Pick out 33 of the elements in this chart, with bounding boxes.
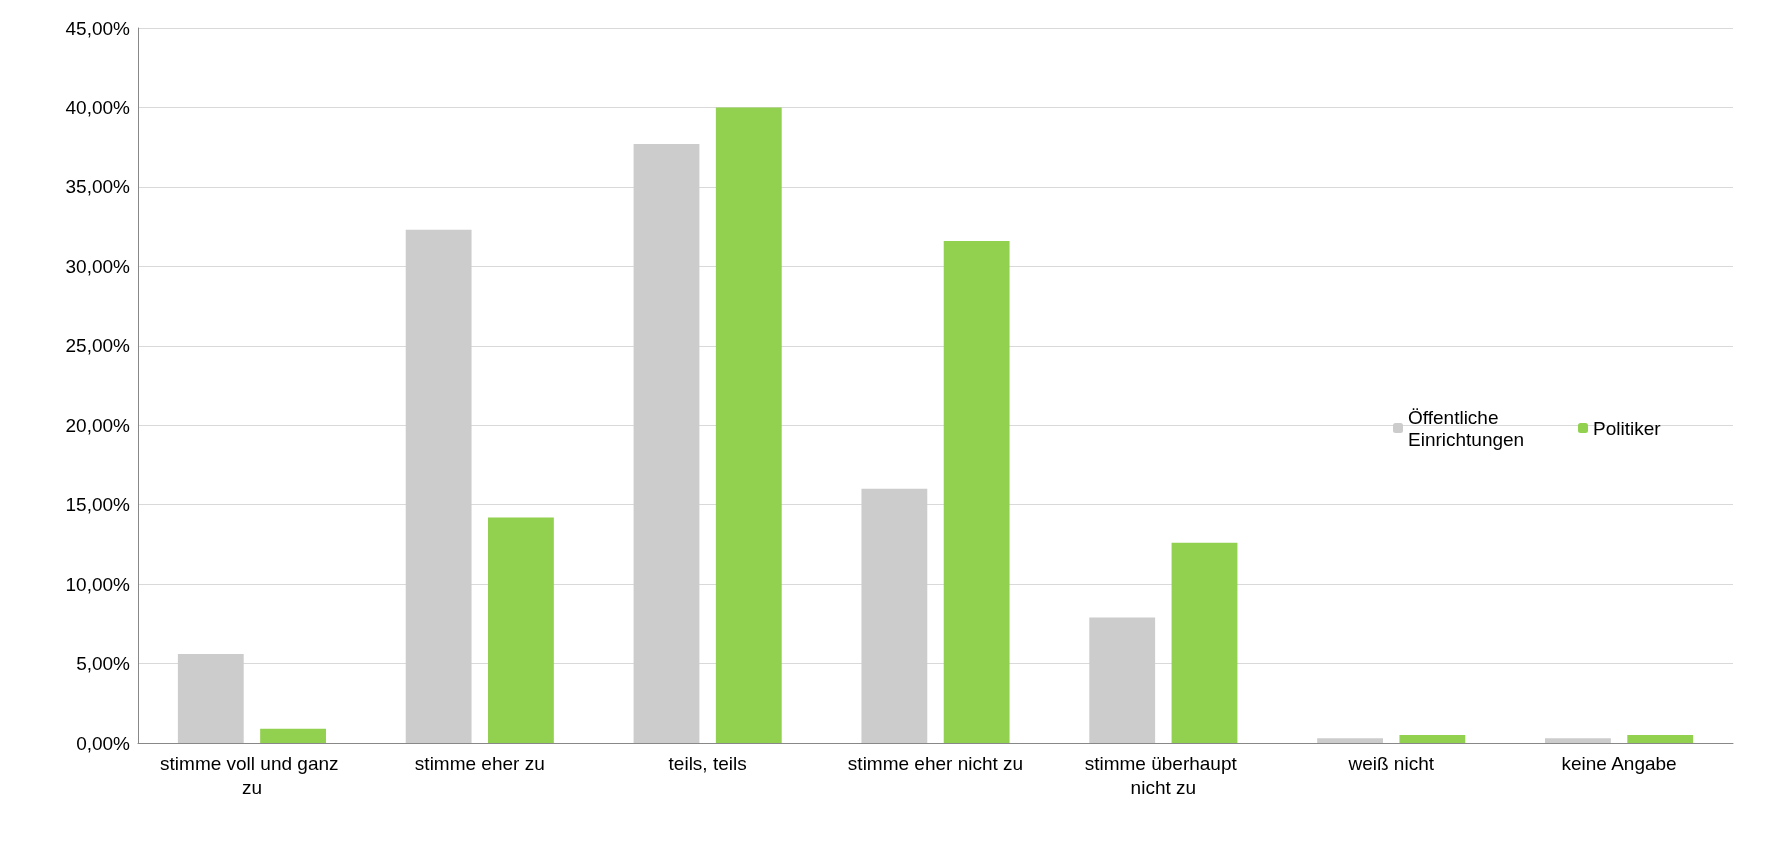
x-tick-label: stimme überhaupt nicht zu xyxy=(1084,752,1243,798)
x-tick-label: keine Angabe xyxy=(1561,752,1677,774)
bar xyxy=(1317,738,1383,743)
y-tick-label: 0,00% xyxy=(76,732,131,754)
x-tick-label: teils, teils xyxy=(668,752,747,774)
legend-label: Öffentliche Einrichtungen xyxy=(1408,406,1525,450)
y-tick-label: 15,00% xyxy=(65,494,131,516)
y-tick-label: 30,00% xyxy=(65,255,131,277)
bar xyxy=(1089,617,1156,743)
x-tick-label: stimme voll und ganz zu xyxy=(160,752,344,798)
bar xyxy=(1399,735,1466,743)
bar xyxy=(1627,735,1694,743)
bar xyxy=(715,107,782,743)
bar xyxy=(861,488,928,743)
bar xyxy=(405,229,472,743)
bar xyxy=(177,654,244,743)
y-tick-label: 45,00% xyxy=(65,17,131,39)
bar xyxy=(260,728,326,743)
bar xyxy=(488,517,554,743)
x-tick-label: stimme eher nicht zu xyxy=(847,752,1024,774)
x-tick-label: stimme eher zu xyxy=(414,752,545,774)
x-tick-label: weiß nicht xyxy=(1347,752,1435,774)
legend-label: Politiker xyxy=(1593,417,1662,439)
bar xyxy=(1545,738,1611,743)
y-tick-label: 20,00% xyxy=(65,414,131,436)
bar xyxy=(943,240,1010,743)
bar xyxy=(633,143,700,743)
y-tick-label: 25,00% xyxy=(65,335,131,357)
y-tick-label: 10,00% xyxy=(65,573,131,595)
bar xyxy=(1171,542,1238,743)
y-tick-label: 5,00% xyxy=(76,653,131,675)
y-tick-label: 40,00% xyxy=(65,96,131,118)
y-tick-label: 35,00% xyxy=(65,176,131,198)
